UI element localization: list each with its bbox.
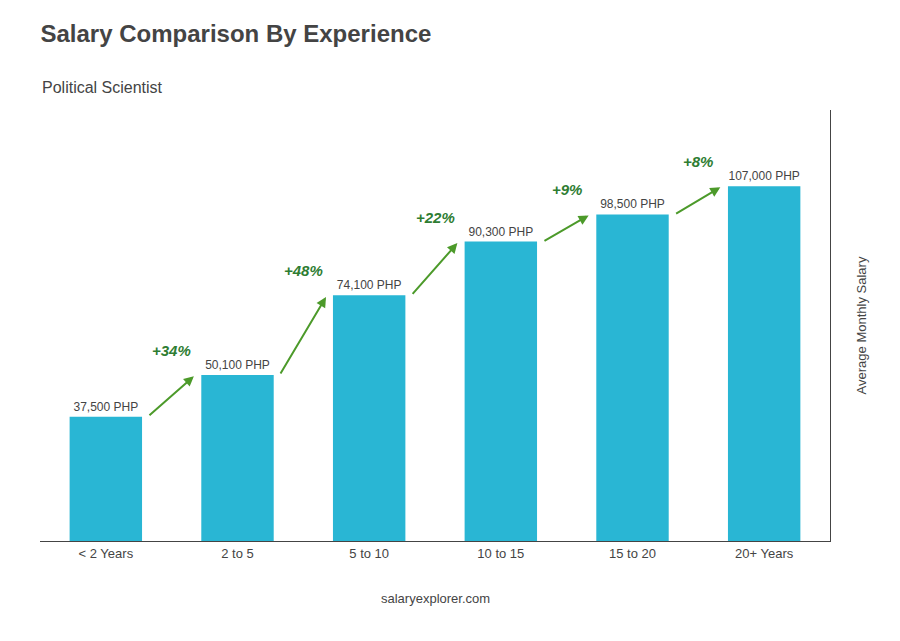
svg-text:+22%: +22% <box>416 209 455 226</box>
svg-text:2 to 5: 2 to 5 <box>221 546 254 561</box>
svg-text:salaryexplorer.com: salaryexplorer.com <box>381 591 490 606</box>
svg-text:10 to 15: 10 to 15 <box>477 546 524 561</box>
svg-text:+48%: +48% <box>284 262 323 279</box>
svg-text:15 to 20: 15 to 20 <box>609 546 656 561</box>
svg-text:< 2 Years: < 2 Years <box>79 546 134 561</box>
svg-text:90,300 PHP: 90,300 PHP <box>468 225 533 239</box>
svg-text:+8%: +8% <box>683 153 713 170</box>
svg-text:107,000 PHP: 107,000 PHP <box>728 169 799 183</box>
svg-text:5 to 10: 5 to 10 <box>349 546 389 561</box>
svg-text:50,100 PHP: 50,100 PHP <box>205 358 270 372</box>
svg-text:Political Scientist: Political Scientist <box>42 79 163 96</box>
svg-text:37,500 PHP: 37,500 PHP <box>73 400 138 414</box>
svg-text:74,100 PHP: 74,100 PHP <box>337 278 402 292</box>
svg-text:98,500 PHP: 98,500 PHP <box>600 197 665 211</box>
svg-text:Average Monthly Salary: Average Monthly Salary <box>854 256 869 394</box>
svg-text:20+ Years: 20+ Years <box>735 546 794 561</box>
svg-text:+34%: +34% <box>152 342 191 359</box>
svg-text:Salary Comparison By Experienc: Salary Comparison By Experience <box>41 20 432 47</box>
svg-text:+9%: +9% <box>552 181 582 198</box>
